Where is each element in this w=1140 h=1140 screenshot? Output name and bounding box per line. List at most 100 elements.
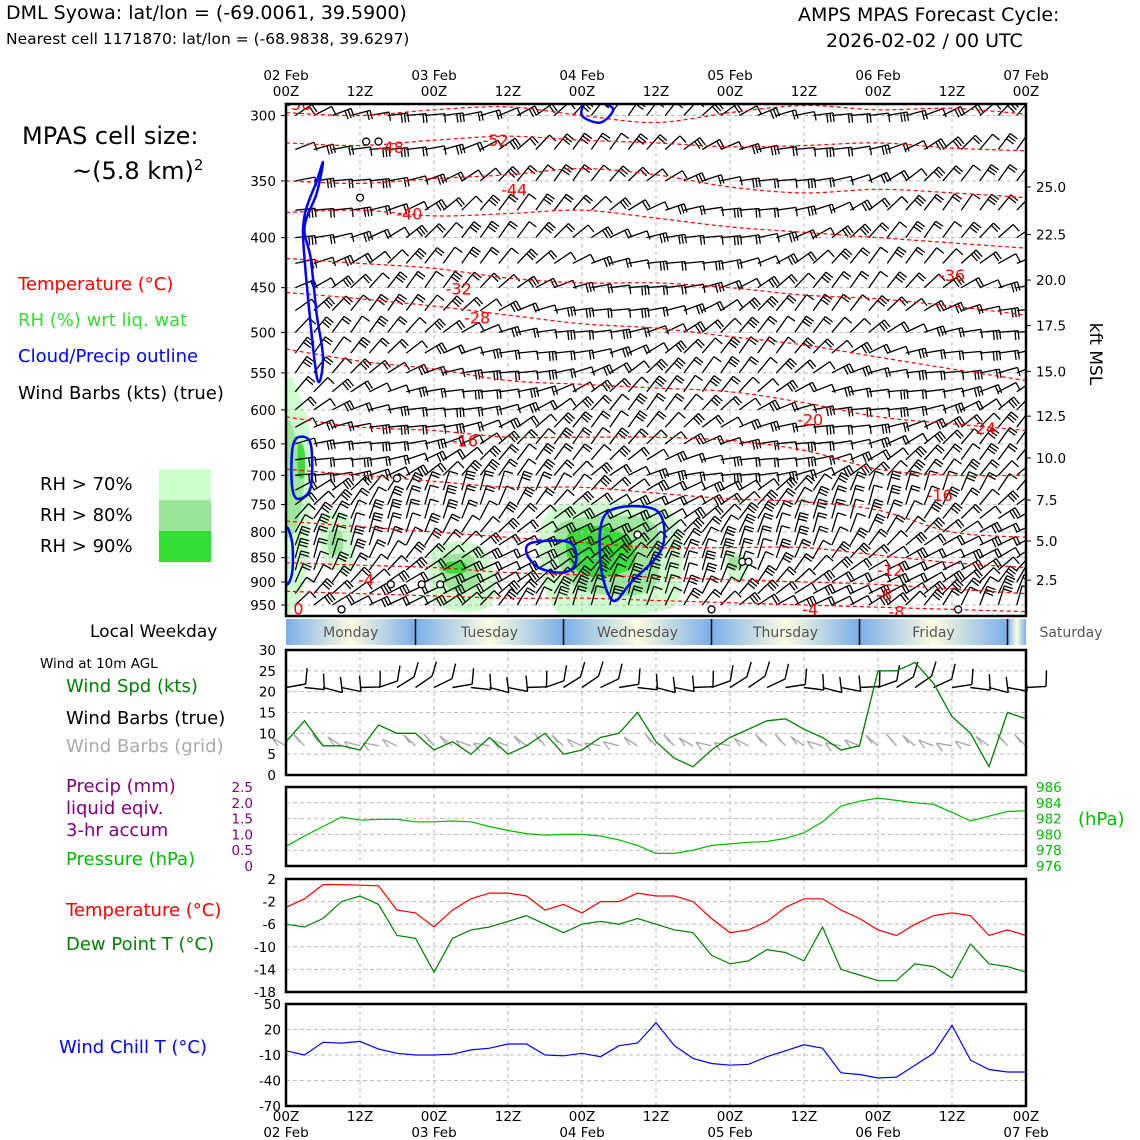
wind-barb-756 <box>813 112 835 123</box>
wind-barb-969 <box>942 570 965 583</box>
bottom-hour-label-10: 00Z <box>1013 1109 1039 1125</box>
wind-barb-560 <box>664 518 688 533</box>
wind-barb-472 <box>609 410 629 428</box>
wind-barb-871 <box>886 296 909 312</box>
wind-barb-248 <box>461 246 481 264</box>
wind-barb-264 <box>461 530 483 546</box>
windchill-panel: 50 20 -10 -40 -70 <box>259 997 1028 1115</box>
wind-barb-383 <box>553 251 577 264</box>
wind-speed-line <box>285 661 1027 769</box>
wind-barb-491 <box>628 259 651 269</box>
top-hour-label-2: 00Z <box>421 84 447 100</box>
wind-barb-251 <box>461 321 485 333</box>
wind-barb-276 <box>479 272 501 289</box>
wind-barb-126 <box>368 486 387 505</box>
legend-cloud: Cloud/Precip outline <box>18 346 199 367</box>
wind-barb-146 <box>387 384 411 394</box>
wind-barb-912 <box>905 531 928 546</box>
wind-barb-1065 <box>1016 399 1026 411</box>
wind-barb-998 <box>960 586 979 606</box>
wind-barb-854 <box>868 470 884 491</box>
wind-barb-630 <box>720 336 741 354</box>
wind-barb-799 <box>831 464 855 477</box>
wind-barb-1023 <box>979 567 1001 583</box>
wind-barb-562 <box>664 539 683 558</box>
wind-barb-726 <box>775 566 797 583</box>
wind-barb-1072 <box>1016 512 1026 520</box>
cloud-outline-3 <box>524 539 578 574</box>
precip-label-1: Precip (mm) <box>66 776 176 797</box>
wind-barb-944 <box>923 588 945 606</box>
wind-barb-498 <box>627 393 648 411</box>
dewpt-label: Dew Point T (°C) <box>66 934 215 955</box>
wind-barb-696 <box>757 525 772 546</box>
wind-barb-583 <box>683 471 706 482</box>
wind-barb-20 <box>294 514 314 533</box>
grid-wind-barb-31 <box>844 739 860 749</box>
wind-barb-308 <box>498 388 521 399</box>
bottom-hour-label-1: 12Z <box>347 1109 373 1125</box>
wind-barb-967 <box>942 548 966 559</box>
wind-barb-436 <box>590 226 614 239</box>
wind-barbs-grid-label: Wind Barbs (grid) <box>66 736 224 757</box>
wind-barb-611 <box>702 481 725 493</box>
wind-barb-131 <box>368 553 389 571</box>
wind-barb-193 <box>424 223 446 239</box>
wind-barb-458 <box>590 585 606 606</box>
pressure-tick-label-1: 978 <box>1036 843 1062 859</box>
wind-barb-960 <box>942 443 963 461</box>
wind-barb-659 <box>738 376 760 393</box>
wind-barb-564 <box>664 562 680 583</box>
wind-barb-509 <box>627 551 646 571</box>
wind-barb-291 <box>479 532 503 546</box>
wind-barb-757 <box>813 147 835 158</box>
pressure-tick-label-0: 976 <box>1036 859 1062 875</box>
wind-barb-215 <box>424 594 448 607</box>
wind-barb-127 <box>368 498 385 519</box>
wind-barb-435 <box>590 195 613 211</box>
wind-barb-1044 <box>997 490 1020 506</box>
wind-barb-584 <box>683 481 707 491</box>
wind-barb-725 <box>775 551 795 571</box>
wind-barb-712 <box>775 358 798 374</box>
wind-barb-701 <box>757 593 780 606</box>
wind-barb-89 <box>350 315 370 333</box>
wind-barb-366 <box>535 442 555 461</box>
wind-barb-816 <box>849 270 870 289</box>
wind-barb-430 <box>572 574 590 594</box>
wind-barb-490 <box>628 230 651 240</box>
wind-barb-289 <box>479 500 498 519</box>
true-wind-barb-3 <box>341 675 362 693</box>
wind-barb-778 <box>812 539 832 559</box>
wind-barb-223 <box>442 295 464 312</box>
wind-barb-590 <box>683 550 699 571</box>
wind-barb-526 <box>646 410 667 428</box>
legend-rh80: RH > 80% <box>40 505 133 526</box>
pressure-tick-label-11: 850 <box>250 551 276 567</box>
wind-barb-722 <box>775 512 791 533</box>
wind-barb-385 <box>554 306 577 317</box>
wind-barb-587 <box>683 517 705 533</box>
wind-barb-592 <box>683 574 700 594</box>
wind-barb-431 <box>572 585 588 606</box>
wind-barb-882 <box>886 484 902 505</box>
wind-barb-162 <box>406 113 428 123</box>
wind-barb-859 <box>868 544 891 559</box>
wind-barb-423 <box>572 490 595 506</box>
wind-barb-183 <box>405 526 424 546</box>
wind-barb-421 <box>572 460 594 476</box>
wind-barb-300 <box>498 193 519 211</box>
wind-barb-287 <box>479 470 495 491</box>
wind-barb-844 <box>868 295 890 312</box>
pressure-tick-label-6: 600 <box>250 403 276 419</box>
wind-barb-923 <box>923 247 945 264</box>
wind-barb-391 <box>553 412 576 428</box>
precip-frame <box>284 785 1028 868</box>
chill-frame <box>284 1002 1028 1108</box>
wind-barb-846 <box>868 343 892 355</box>
wind-barb-825 <box>850 451 873 463</box>
wind-barb-208 <box>424 498 439 519</box>
temp-tick-label-1: -2 <box>263 895 276 911</box>
true-wind-barb-27 <box>785 668 808 689</box>
wind-barb-471 <box>609 393 630 411</box>
